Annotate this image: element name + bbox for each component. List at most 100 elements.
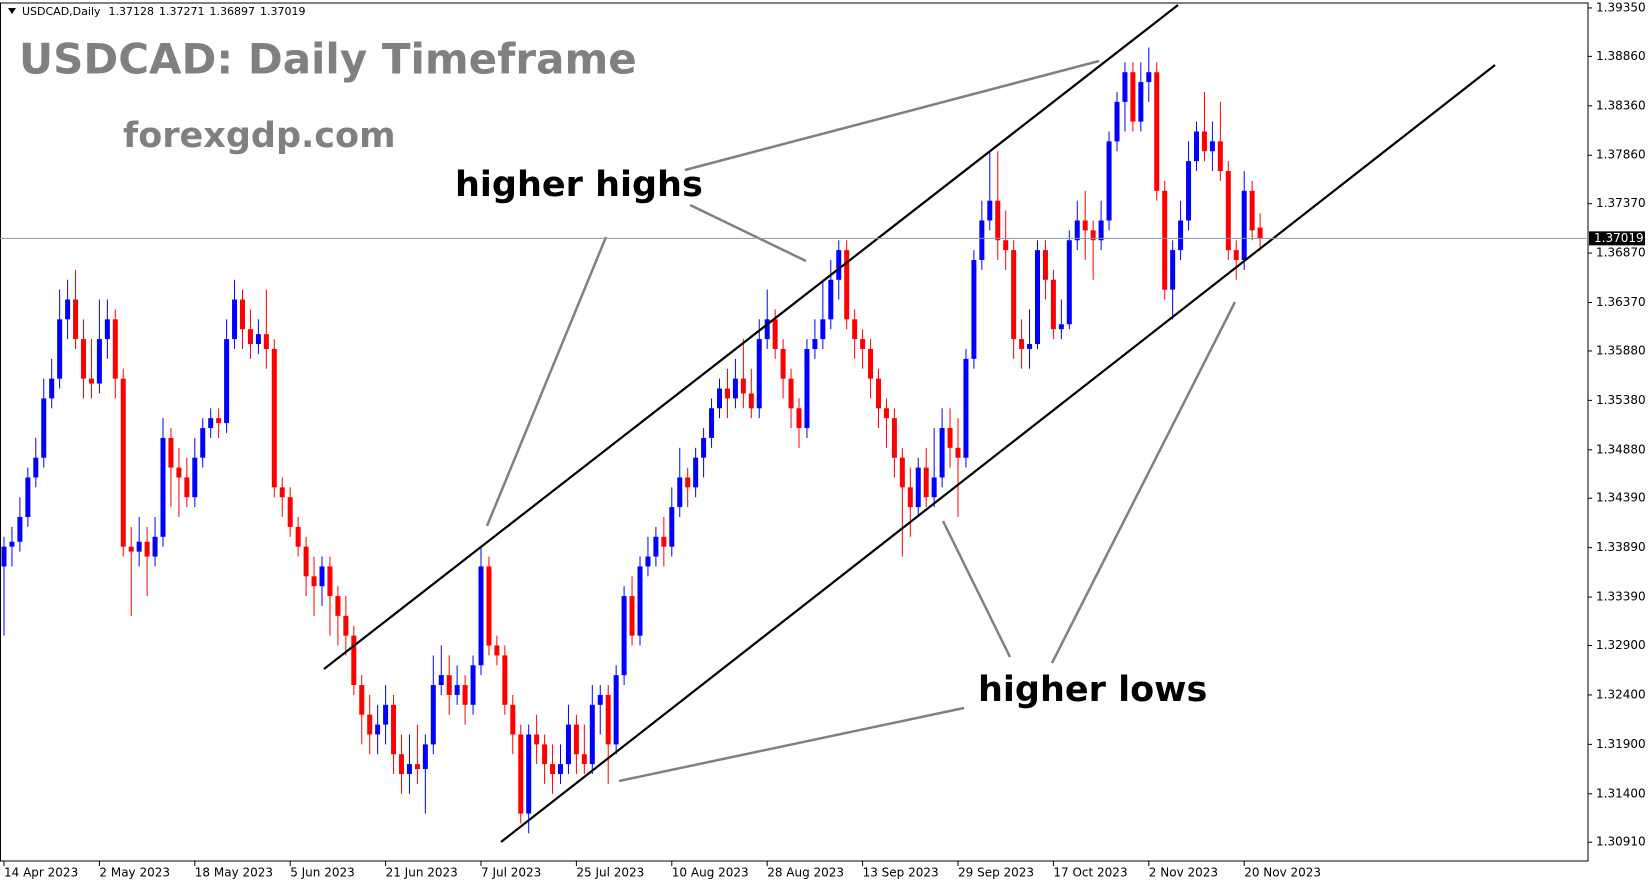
pointer-line bbox=[1050, 301, 1237, 664]
x-tick-label: 14 Apr 2023 bbox=[4, 866, 78, 880]
candle-body bbox=[963, 358, 969, 458]
candle-body bbox=[359, 685, 365, 715]
candle-body bbox=[804, 348, 810, 429]
candle-body bbox=[279, 487, 285, 498]
candle-body bbox=[263, 334, 269, 349]
y-tick-label: 1.33890 bbox=[1596, 540, 1646, 554]
candle-body bbox=[581, 754, 587, 765]
candle-body bbox=[383, 704, 389, 725]
candle-body bbox=[128, 546, 134, 552]
pointer-line bbox=[689, 203, 807, 263]
candle-body bbox=[883, 408, 889, 419]
candle-body bbox=[184, 477, 190, 498]
candle-body bbox=[565, 724, 571, 765]
candle-body bbox=[88, 378, 94, 384]
x-tick-label: 28 Aug 2023 bbox=[767, 866, 844, 880]
candle-body bbox=[589, 704, 595, 765]
pointer-line bbox=[485, 236, 608, 527]
y-tick-label: 1.37370 bbox=[1596, 196, 1646, 210]
candle-body bbox=[41, 398, 47, 458]
candle-body bbox=[104, 319, 110, 340]
candle-body bbox=[1019, 339, 1025, 349]
candle-body bbox=[406, 764, 412, 775]
candle-body bbox=[192, 457, 198, 498]
candle-body bbox=[1098, 220, 1104, 241]
candle-body bbox=[1178, 220, 1184, 251]
candle-body bbox=[144, 541, 150, 557]
candle-body bbox=[876, 378, 881, 409]
candle-body bbox=[96, 339, 102, 384]
candle-body bbox=[494, 645, 500, 656]
candle-body bbox=[1058, 324, 1064, 330]
candle-body bbox=[621, 596, 627, 676]
candle-body bbox=[1217, 141, 1223, 172]
candle-body bbox=[995, 200, 1001, 241]
candle-body bbox=[931, 477, 937, 498]
candle-body bbox=[899, 457, 905, 488]
candle-body bbox=[979, 220, 985, 261]
candle-body bbox=[1154, 72, 1160, 191]
candle-body bbox=[1186, 161, 1192, 221]
candle-body bbox=[891, 418, 897, 458]
chart-title: USDCAD: Daily Timeframe bbox=[19, 35, 637, 84]
x-tick-label: 13 Sep 2023 bbox=[863, 866, 939, 880]
candle-body bbox=[1162, 190, 1168, 290]
candle-body bbox=[478, 566, 484, 666]
current-price-label: 1.37019 bbox=[1594, 231, 1644, 245]
candle-body bbox=[176, 467, 182, 478]
plot-frame bbox=[0, 2, 1589, 862]
pointer-line bbox=[941, 520, 1012, 658]
candle-body bbox=[677, 477, 683, 508]
candle-body bbox=[17, 517, 23, 542]
candle-body bbox=[661, 536, 667, 547]
candle-body bbox=[81, 339, 86, 379]
x-tick-label: 10 Aug 2023 bbox=[672, 866, 749, 880]
candle-body bbox=[510, 704, 516, 735]
candle-body bbox=[907, 487, 913, 508]
candle-body bbox=[319, 566, 325, 587]
candle-body bbox=[629, 596, 635, 636]
annotation: higher highs bbox=[455, 165, 703, 205]
candle-body bbox=[1090, 230, 1096, 241]
candle-body bbox=[446, 675, 452, 695]
y-tick-label: 1.30910 bbox=[1596, 835, 1646, 849]
y-tick-label: 1.31900 bbox=[1596, 737, 1646, 751]
candle-body bbox=[542, 744, 548, 765]
candle-body bbox=[685, 477, 691, 488]
candle-body bbox=[645, 556, 651, 567]
header-high: 1.37271 bbox=[159, 5, 205, 18]
y-tick-label: 1.31400 bbox=[1596, 786, 1646, 800]
candle-body bbox=[748, 393, 754, 409]
candle-body bbox=[796, 408, 802, 429]
candle-body bbox=[780, 348, 786, 379]
upper-channel-line bbox=[323, 4, 1179, 670]
candle-body bbox=[1003, 240, 1009, 251]
candle-body bbox=[558, 764, 563, 775]
candle-body bbox=[9, 541, 15, 547]
candle-body bbox=[65, 299, 71, 320]
candle-body bbox=[709, 408, 715, 438]
x-tick-label: 2 May 2023 bbox=[99, 866, 170, 880]
candle-body bbox=[1146, 72, 1152, 83]
candle-body bbox=[1, 546, 7, 567]
candle-body bbox=[526, 734, 532, 814]
candle-body bbox=[1074, 220, 1080, 241]
candle-body bbox=[971, 260, 977, 359]
y-tick-label: 1.36870 bbox=[1596, 246, 1646, 260]
y-tick-label: 1.35880 bbox=[1596, 343, 1646, 357]
x-tick-label: 21 Jun 2023 bbox=[386, 866, 458, 880]
candle-body bbox=[788, 378, 794, 409]
y-tick-label: 1.35380 bbox=[1596, 393, 1646, 407]
candle-body bbox=[414, 764, 420, 770]
header-open: 1.37128 bbox=[109, 5, 155, 18]
candle-body bbox=[613, 675, 619, 745]
y-tick-label: 1.37860 bbox=[1596, 148, 1646, 162]
candle-body bbox=[1130, 72, 1136, 122]
candle-body bbox=[486, 566, 492, 646]
header-low: 1.36897 bbox=[210, 5, 256, 18]
y-tick-label: 1.32900 bbox=[1596, 638, 1646, 652]
candle-body bbox=[947, 428, 953, 448]
x-tick-label: 17 Oct 2023 bbox=[1053, 866, 1127, 880]
y-tick-label: 1.34390 bbox=[1596, 491, 1646, 505]
